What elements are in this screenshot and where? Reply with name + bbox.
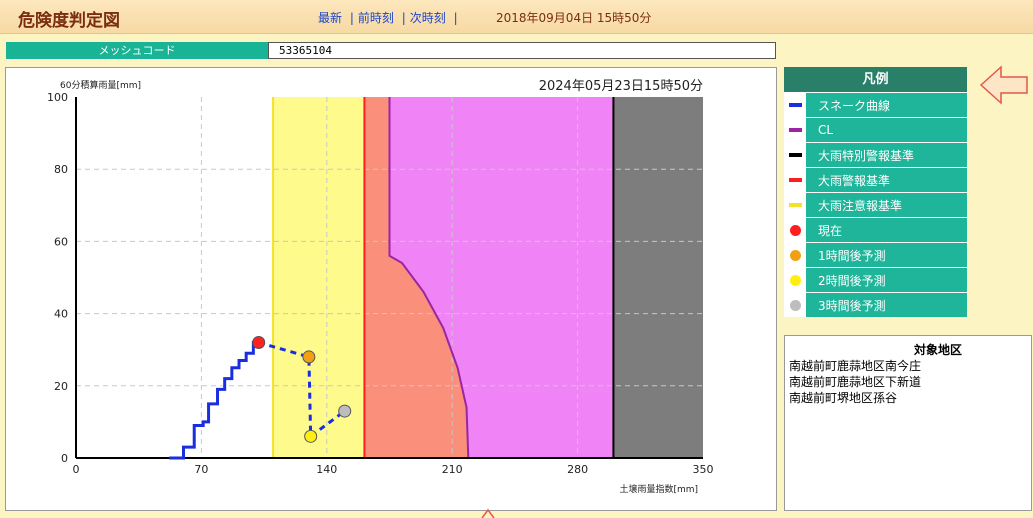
mesh-code-label: メッシュコード <box>6 42 268 59</box>
legend-dot-icon <box>789 249 801 261</box>
legend-swatch <box>784 218 806 242</box>
y-tick-label: 40 <box>54 308 68 321</box>
time-nav: 最新 | 前時刻 | 次時刻 | <box>318 9 462 26</box>
point-現在 <box>252 335 266 349</box>
legend-item: 大雨警報基準 <box>784 167 967 192</box>
nav-separator: | <box>349 11 354 25</box>
legend-swatch <box>784 293 806 317</box>
x-tick-label: 350 <box>693 463 714 476</box>
legend-dot-icon <box>789 299 801 311</box>
header-datetime: 2018年09月04日 15時50分 <box>496 11 652 25</box>
y-tick-label: 20 <box>54 380 68 393</box>
legend-line-icon <box>788 178 802 182</box>
x-tick-label: 0 <box>73 463 80 476</box>
nav-separator: | <box>401 11 406 25</box>
mesh-code-value: 53365104 <box>268 42 776 59</box>
legend-swatch <box>784 193 806 217</box>
legend-item: 現在 <box>784 217 967 242</box>
point-2時間後予測 <box>304 429 318 443</box>
legend-item-label: 2時間後予測 <box>818 273 886 288</box>
legend-line-icon <box>788 103 802 107</box>
legend-list: スネーク曲線 CL 大雨特別警報基準 大雨警報基準 大雨注意報基準 現在 1時間後予測 2時間… <box>784 92 967 317</box>
legend-title: 凡例 <box>784 67 967 92</box>
y-tick-label: 60 <box>54 235 68 248</box>
legend-item-label: CL <box>818 123 834 137</box>
up-arrow-icon <box>481 508 495 518</box>
y-tick-label: 80 <box>54 163 68 176</box>
legend-item: 大雨特別警報基準 <box>784 142 967 167</box>
legend-swatch <box>784 243 806 267</box>
legend-item-label: 大雨特別警報基準 <box>818 148 915 163</box>
x-tick-label: 280 <box>567 463 588 476</box>
point-1時間後予測 <box>302 350 316 364</box>
risk-chart: 0 70 140 210 280 350 0 20 40 60 80 100 60分積算雨量[mm] 土壌… <box>5 67 777 511</box>
x-tick-label: 210 <box>442 463 463 476</box>
legend-swatch <box>784 143 806 167</box>
y-axis-label: 60分積算雨量[mm] <box>60 79 141 91</box>
special-warning-band <box>613 97 703 458</box>
forecast-line <box>258 341 346 440</box>
legend-item: 大雨注意報基準 <box>784 192 967 217</box>
legend-swatch <box>784 168 806 192</box>
legend-item-label: 3時間後予測 <box>818 298 886 313</box>
next-time-link[interactable]: 次時刻 <box>409 11 446 25</box>
snake-curve-line <box>169 340 259 460</box>
legend-item-label: 大雨注意報基準 <box>818 198 903 213</box>
y-tick-label: 100 <box>47 91 68 104</box>
legend-item: スネーク曲線 <box>784 92 967 117</box>
warning-band <box>364 97 469 458</box>
legend-dot-icon <box>789 274 801 286</box>
prev-time-link[interactable]: 前時刻 <box>357 11 394 25</box>
legend-line-icon <box>788 153 802 157</box>
target-area-list: 南越前町鹿蒜地区南今庄 南越前町鹿蒜地区下新道 南越前町堺地区孫谷 <box>789 358 1027 406</box>
caution-band <box>273 97 365 458</box>
legend-item-label: スネーク曲線 <box>818 98 891 113</box>
target-area-title: 対象地区 <box>913 343 962 357</box>
nav-separator: | <box>453 11 458 25</box>
legend-dot-icon <box>789 224 801 236</box>
target-area-item: 南越前町堺地区孫谷 <box>789 391 898 405</box>
legend-panel: 凡例 スネーク曲線 CL 大雨特別警報基準 大雨警報基準 大雨注意報基準 現在 1時間後予測… <box>784 67 967 317</box>
legend-line-icon <box>788 203 802 207</box>
legend-item-label: 現在 <box>818 223 843 238</box>
legend-line-icon <box>788 128 802 132</box>
header-bar: 危険度判定図 最新 | 前時刻 | 次時刻 | 2018年09月04日 15時50分 <box>0 0 1033 34</box>
x-tick-label: 70 <box>194 463 208 476</box>
legend-item: 3時間後予測 <box>784 292 967 317</box>
legend-swatch <box>784 93 806 117</box>
left-arrow-icon <box>979 65 1028 105</box>
legend-swatch <box>784 268 806 292</box>
target-area-item: 南越前町鹿蒜地区下新道 <box>789 375 922 389</box>
cl-curve-line <box>388 97 470 459</box>
chart-title: 2024年05月23日15時50分 <box>539 79 703 94</box>
latest-link[interactable]: 最新 <box>318 11 343 25</box>
legend-item: 2時間後予測 <box>784 267 967 292</box>
target-area-item: 南越前町鹿蒜地区南今庄 <box>789 359 922 373</box>
x-axis-label: 土壌雨量指数[mm] <box>619 483 698 495</box>
legend-item-label: 大雨警報基準 <box>818 173 891 188</box>
y-tick-label: 0 <box>61 452 68 465</box>
legend-swatch <box>784 118 806 142</box>
legend-item: CL <box>784 117 967 142</box>
legend-item: 1時間後予測 <box>784 242 967 267</box>
target-area-panel: 対象地区 南越前町鹿蒜地区南今庄 南越前町鹿蒜地区下新道 南越前町堺地区孫谷 <box>784 335 1032 511</box>
point-3時間後予測 <box>338 404 352 418</box>
x-tick-label: 140 <box>316 463 337 476</box>
page-title: 危険度判定図 <box>18 11 120 31</box>
legend-item-label: 1時間後予測 <box>818 248 886 263</box>
